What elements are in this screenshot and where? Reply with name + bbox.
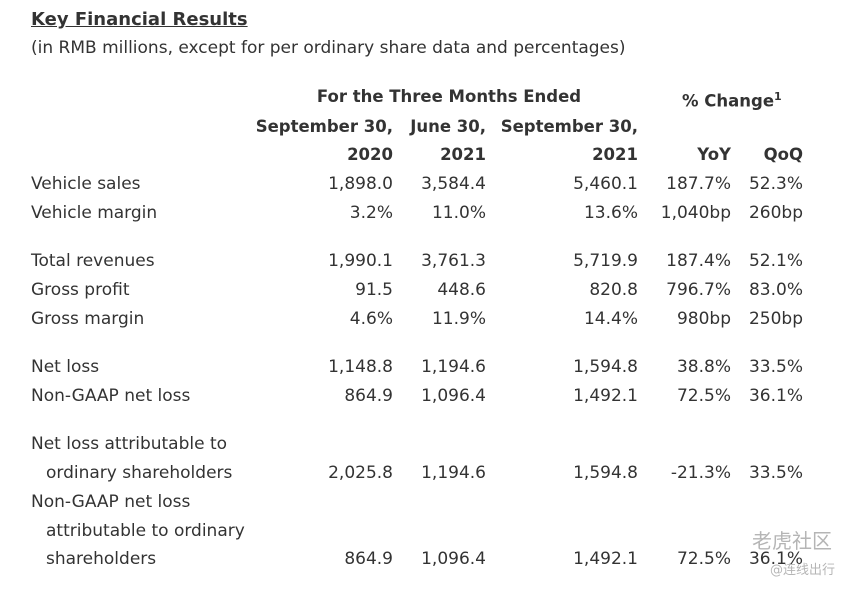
cell-value: 1,990.1 [328,251,393,271]
cell-value: 36.1% [748,386,803,406]
cell-value: 4.6% [349,309,393,329]
cell-value: 33.5% [748,463,803,483]
cell-value: 11.0% [431,203,486,223]
cell-value: 1,492.1 [573,549,638,569]
cell-value: 83.0% [748,280,803,300]
row-label: Vehicle sales [31,174,141,194]
period-group: For the Three Months Ended [316,87,582,106]
row-label: ordinary shareholders [46,463,233,483]
cell-value: 91.5 [355,280,393,300]
cell-value: 864.9 [344,549,393,569]
cell-value: 13.6% [583,203,638,223]
cell-value: 187.4% [666,251,731,271]
cell-value: 5,719.9 [573,251,638,271]
cell-value: 1,194.6 [421,463,486,483]
cell-value: 14.4% [583,309,638,329]
column-year: 2021 [440,145,486,164]
cell-value: 72.5% [676,549,731,569]
cell-value: 33.5% [748,357,803,377]
cell-value: 1,194.6 [421,357,486,377]
cell-value: 3,761.3 [421,251,486,271]
column-date: September 30, [500,117,638,136]
cell-value: 1,492.1 [573,386,638,406]
column-year: YoY [697,145,731,164]
cell-value: 1,148.8 [328,357,393,377]
subtitle: (in RMB millions, except for per ordinar… [31,38,626,58]
cell-value: 820.8 [589,280,638,300]
column-year: 2021 [592,145,638,164]
row-label: Gross margin [31,309,145,329]
change-label: % Change [682,91,775,111]
cell-value: 11.9% [431,309,486,329]
cell-value: 448.6 [437,280,486,300]
watermark-source: @连线出行 [770,563,836,578]
cell-value: 1,594.8 [573,463,638,483]
cell-value: -21.3% [670,463,731,483]
row-label: Total revenues [31,251,155,271]
cell-value: 3,584.4 [421,174,486,194]
column-year: 2020 [347,145,393,164]
column-date: June 30, [410,117,486,136]
watermark-brand: 老虎社区 [752,529,832,553]
column-year: QoQ [763,145,803,164]
cell-value: 36.1% [748,549,803,569]
column-date: September 30, [255,117,393,136]
row-label: Net loss [31,357,100,377]
cell-value: 1,096.4 [421,386,486,406]
footnote-mark: 1 [774,90,782,103]
cell-value: 1,898.0 [328,174,393,194]
cell-value: 3.2% [349,203,393,223]
cell-value: 1,096.4 [421,549,486,569]
cell-value: 52.3% [748,174,803,194]
change-group: % Change1 [682,86,782,113]
cell-value: 250bp [748,309,803,329]
cell-value: 187.7% [666,174,731,194]
row-label: shareholders [46,549,157,569]
cell-value: 260bp [748,203,803,223]
row-label: attributable to ordinary [46,521,245,541]
cell-value: 796.7% [666,280,731,300]
row-label: Net loss attributable to [31,434,228,454]
cell-value: 1,594.8 [573,357,638,377]
row-label: Gross profit [31,280,130,300]
cell-value: 980bp [676,309,731,329]
row-label: Vehicle margin [31,203,158,223]
cell-value: 38.8% [676,357,731,377]
row-label: Non-GAAP net loss [31,386,191,406]
cell-value: 5,460.1 [573,174,638,194]
title: Key Financial Results [31,9,248,30]
cell-value: 52.1% [748,251,803,271]
cell-value: 2,025.8 [328,463,393,483]
cell-value: 864.9 [344,386,393,406]
cell-value: 1,040bp [660,203,731,223]
cell-value: 72.5% [676,386,731,406]
row-label: Non-GAAP net loss [31,492,191,512]
